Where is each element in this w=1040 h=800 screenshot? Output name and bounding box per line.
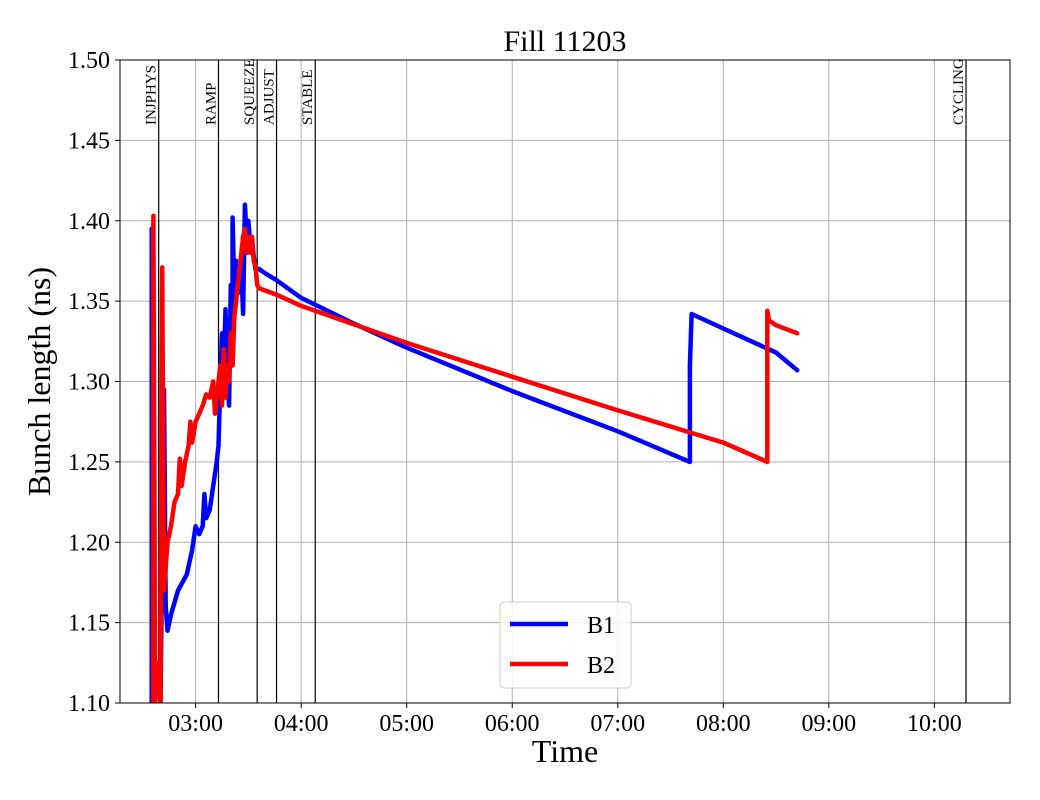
phase-label: INJPHYS — [144, 65, 160, 125]
phase-label: RAMP — [203, 82, 219, 125]
y-tick-label: 1.25 — [68, 450, 110, 476]
y-tick-label: 1.35 — [68, 289, 110, 315]
y-tick-label: 1.45 — [68, 128, 110, 154]
y-axis-label: Bunch length (ns) — [21, 267, 57, 496]
x-tick-label: 05:00 — [379, 711, 434, 737]
legend: B1 B2 — [499, 601, 632, 689]
y-tick-label: 1.30 — [68, 370, 110, 396]
x-tick-label: 09:00 — [801, 711, 856, 737]
y-tick-label: 1.15 — [68, 611, 110, 637]
x-axis-label: Time — [532, 733, 598, 769]
y-tick-label: 1.20 — [68, 530, 110, 556]
phase-label: STABLE — [300, 70, 316, 125]
x-tick-label: 07:00 — [590, 711, 645, 737]
legend-label-b2: B2 — [587, 653, 615, 679]
axis-ticks: 03:00 04:00 05:00 06:00 07:00 08:00 09:00 10:00… — [68, 48, 962, 737]
x-tick-label: 06:00 — [485, 711, 540, 737]
chart-title: Fill 11203 — [503, 25, 626, 58]
legend-label-b1: B1 — [587, 613, 615, 639]
y-tick-label: 1.10 — [68, 691, 110, 717]
phase-label: ADJUST — [262, 69, 278, 125]
x-tick-label: 08:00 — [696, 711, 751, 737]
x-tick-label: 03:00 — [168, 711, 223, 737]
phase-label: SQUEEZE — [242, 58, 258, 125]
phase-label: CYCLING — [951, 58, 967, 125]
x-tick-label: 10:00 — [907, 711, 962, 737]
y-tick-label: 1.50 — [68, 48, 110, 74]
phase-markers: INJPHYS RAMP SQUEEZE ADJUST STABLE CYCLING — [144, 58, 967, 703]
series-line-b2 — [151, 213, 800, 703]
x-tick-label: 04:00 — [274, 711, 329, 737]
y-tick-label: 1.40 — [68, 209, 110, 235]
series-lines — [149, 202, 800, 703]
